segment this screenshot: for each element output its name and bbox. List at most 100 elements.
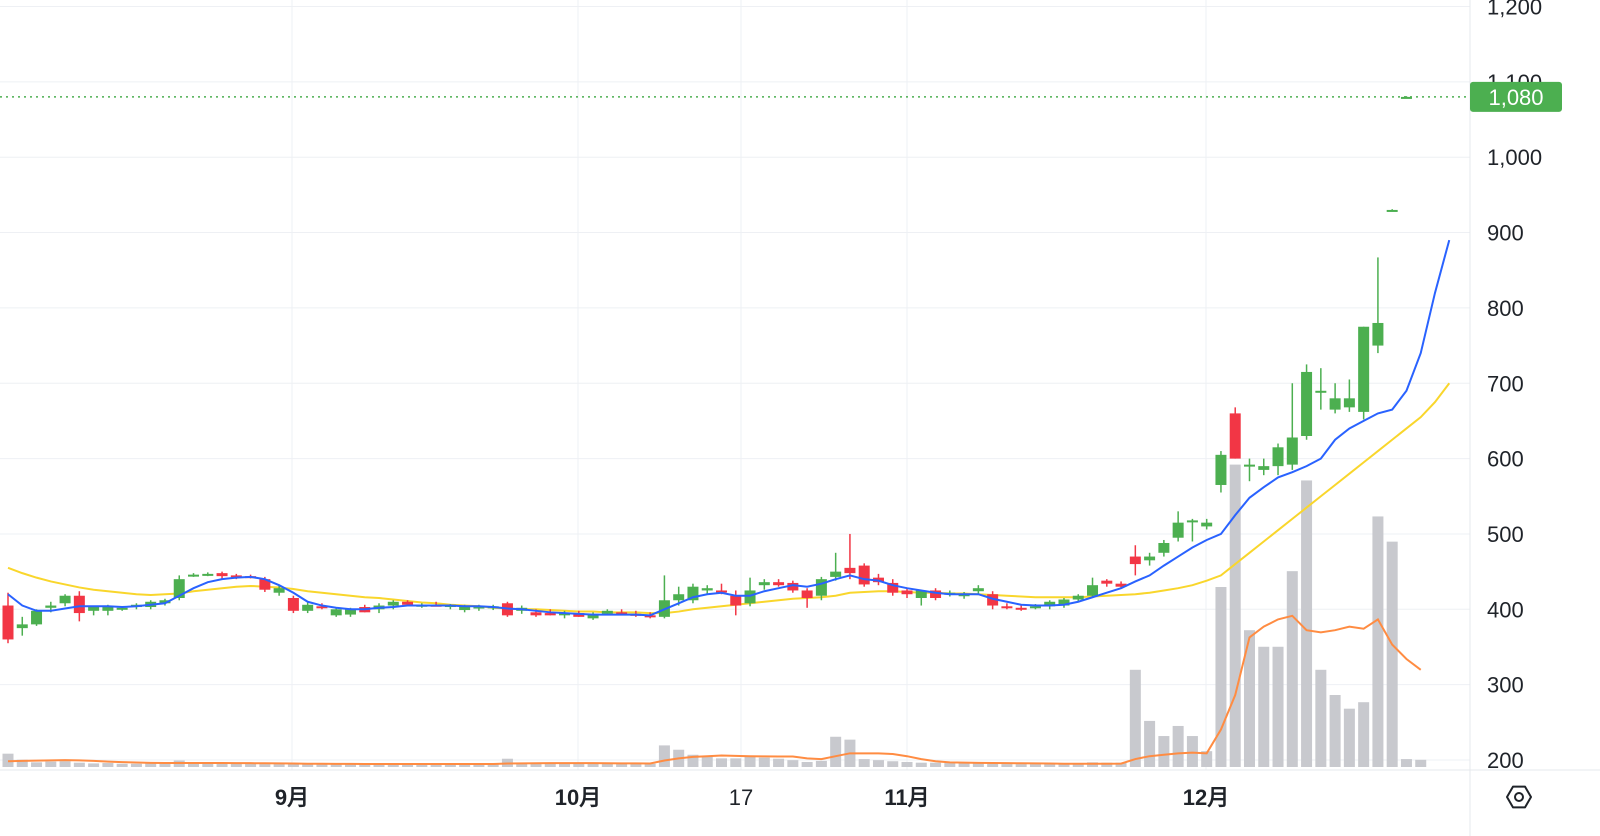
volume-bar (573, 763, 585, 767)
candle-body (159, 600, 171, 604)
candle (1343, 379, 1355, 412)
volume-bar (259, 764, 271, 767)
candle-body (273, 588, 285, 593)
volume-bar (1058, 764, 1070, 767)
volume-bar (930, 762, 942, 767)
volume-bar (801, 761, 813, 767)
volume-bar (387, 764, 399, 767)
candle (730, 590, 742, 616)
candle-body (230, 575, 242, 578)
candle-body (330, 609, 342, 616)
candle-body (216, 573, 228, 577)
candle-body (2, 605, 14, 640)
candle-body (901, 590, 913, 595)
candle (330, 607, 342, 617)
candle (887, 579, 899, 596)
volume-bar (1301, 480, 1313, 767)
volume-bar (45, 761, 57, 767)
candle-body (1087, 585, 1099, 596)
volume-bar (102, 763, 114, 767)
candle (844, 533, 856, 580)
volume-bar (958, 763, 970, 767)
volume-bar (730, 758, 742, 767)
price-tick-label: 300 (1487, 673, 1524, 698)
candle-body (1201, 522, 1213, 527)
volume-bar (915, 762, 927, 767)
candle (1315, 368, 1327, 410)
chart-settings-icon[interactable] (1506, 785, 1532, 809)
volume-bar (245, 763, 257, 767)
candle (1015, 604, 1027, 611)
volume-bar (516, 762, 528, 767)
volume-bar (1286, 571, 1298, 767)
candle (1101, 579, 1113, 587)
candle-body (1029, 606, 1041, 609)
volume-bar (59, 761, 71, 767)
volume-bar (987, 763, 999, 767)
time-axis[interactable]: 9月 10月 17 11月 12月 (275, 785, 1229, 810)
candle (273, 585, 285, 596)
volume-bar (815, 760, 827, 767)
candle (1087, 577, 1099, 598)
candle-body (1229, 413, 1241, 459)
candle-body (31, 610, 43, 625)
volume-bar (744, 756, 756, 767)
volume-bar (402, 764, 414, 767)
candle-body (1329, 398, 1341, 410)
candle (31, 609, 43, 626)
candle-body (987, 594, 999, 606)
candle-body (1172, 522, 1184, 538)
candle (216, 571, 228, 580)
volume-bar (872, 760, 884, 767)
time-label-september: 9月 (275, 785, 309, 810)
candle-body (1144, 556, 1156, 561)
candle-body (887, 582, 899, 593)
vertical-gridlines (291, 0, 1207, 770)
volume-bar (1415, 759, 1427, 767)
volume-bar (473, 764, 485, 767)
candle (1386, 209, 1398, 212)
candle-body (573, 613, 585, 617)
volume-bar (1186, 736, 1198, 767)
volume-bar (830, 736, 842, 767)
volume-bar (1115, 762, 1127, 767)
volume-bar (616, 763, 628, 767)
candle-body (1272, 447, 1284, 467)
candle (901, 588, 913, 598)
candle-body (259, 579, 271, 590)
candle-body (1315, 390, 1327, 393)
volume-bar (1229, 464, 1241, 767)
volume-bar (630, 763, 642, 767)
candle (687, 583, 699, 604)
candle (1301, 364, 1313, 440)
candle-body (1044, 601, 1056, 607)
candle (302, 601, 314, 614)
candle-body (1215, 454, 1227, 485)
candle (1229, 407, 1241, 459)
candle-body (102, 606, 114, 611)
price-tick-label: 1,000 (1487, 145, 1542, 170)
candle-body (1101, 580, 1113, 584)
time-label-november: 11月 (884, 785, 929, 810)
candle (1258, 458, 1270, 476)
candle-body (972, 588, 984, 592)
short-moving-average-line (7, 239, 1451, 617)
candle-body (758, 582, 770, 586)
volume-bar (188, 762, 200, 767)
horizontal-gridlines (0, 6, 1470, 761)
candle (1072, 594, 1084, 602)
volume-bar (701, 756, 713, 767)
candle-body (915, 590, 927, 598)
candle-body (1400, 96, 1412, 99)
candle-body (173, 579, 185, 598)
volume-bar (1144, 720, 1156, 767)
candle-body (587, 613, 599, 619)
volume-bar (587, 763, 599, 767)
candle-body (730, 595, 742, 606)
candle (1358, 326, 1370, 420)
volume-bar (1072, 763, 1084, 767)
candle (1400, 96, 1412, 99)
volume-bar (459, 764, 471, 767)
